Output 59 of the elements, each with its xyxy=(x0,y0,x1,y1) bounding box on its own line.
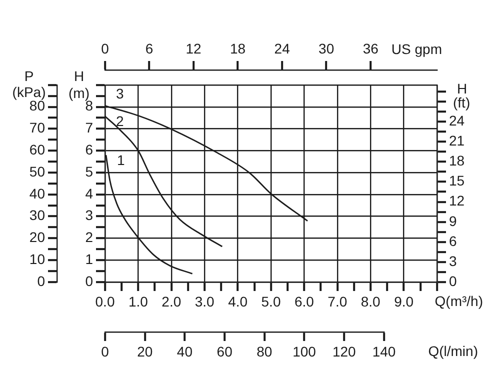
y2-tick-label: 30 xyxy=(29,207,46,224)
y-axis-title: H (m) xyxy=(68,68,90,101)
x-tick-label: 5.0 xyxy=(261,293,281,310)
x2-tick-label: 12 xyxy=(186,40,202,56)
x-tick-label: 8.0 xyxy=(360,293,381,310)
y-tick-label: 1 xyxy=(85,250,94,267)
x-tick-label: 2.0 xyxy=(162,293,182,310)
y-tick-label: 7 xyxy=(85,120,94,136)
y2-axis-title: P (kPa) xyxy=(12,68,46,100)
x-axis-title: Q(m³/h) xyxy=(434,292,483,309)
x2-tick-label: 6 xyxy=(145,40,154,56)
x2-tick-label: 36 xyxy=(362,40,379,56)
y-tick-label: 6 xyxy=(85,142,94,158)
y-tick-label: 4 xyxy=(85,185,94,202)
y3-tick-label: 6 xyxy=(449,232,457,249)
series-label: 2 xyxy=(116,113,124,130)
y3-tick-label: 9 xyxy=(449,212,457,229)
x2-tick-label: 0 xyxy=(101,40,110,56)
x-tick-label: 9.0 xyxy=(394,293,414,310)
x-tick-label: 20 xyxy=(137,343,153,360)
y-tick-label: 3 xyxy=(85,207,94,224)
x-tick-label: 140 xyxy=(372,343,396,360)
legend-label: 3 xyxy=(116,86,124,102)
x2-axis-title: US gpm xyxy=(391,40,442,57)
x-tick-label: 120 xyxy=(332,343,356,360)
y3-tick-label: 24 xyxy=(449,112,465,129)
x-tick-label: 60 xyxy=(216,343,233,360)
x-tick-label: 3.0 xyxy=(194,293,215,310)
x2-tick-label: 30 xyxy=(318,40,334,56)
x-tick-label: 100 xyxy=(292,343,316,360)
y2-tick-label: 40 xyxy=(29,185,46,202)
x-tick-label: 6.0 xyxy=(294,293,314,310)
y2-tick-label: 50 xyxy=(29,163,46,180)
x-tick-label: 80 xyxy=(256,343,272,360)
y3-tick-label: 15 xyxy=(449,172,465,189)
y3-axis-title: H (ft) xyxy=(453,80,470,111)
y2-tick-label: 20 xyxy=(29,229,46,246)
x-tick-label: 0 xyxy=(101,343,110,360)
y-tick-label: 2 xyxy=(85,229,94,246)
y3-tick-label: 21 xyxy=(449,132,465,149)
x2-tick-label: 24 xyxy=(274,40,290,56)
x-tick-label: 7.0 xyxy=(328,293,348,310)
y3-tick-label: 0 xyxy=(449,272,457,289)
y3-tick-label: 18 xyxy=(449,152,465,169)
y3-tick-label: 3 xyxy=(449,252,457,269)
x-axis-title: Q(l/min) xyxy=(428,342,478,359)
x-tick-label: 4.0 xyxy=(228,293,248,310)
x-tick-label: 40 xyxy=(176,343,193,360)
x-tick-label: 0.0 xyxy=(95,293,115,310)
series-label: 1 xyxy=(116,152,125,168)
y-tick-label: 5 xyxy=(85,163,94,180)
y2-tick-label: 10 xyxy=(29,250,46,267)
x2-tick-label: 18 xyxy=(230,40,246,56)
y2-tick-label: 0 xyxy=(37,272,46,289)
x-tick-label: 1.0 xyxy=(128,293,148,310)
y2-tick-label: 70 xyxy=(29,120,46,136)
y-tick-label: 0 xyxy=(85,272,94,289)
y3-tick-label: 12 xyxy=(449,192,465,209)
y2-tick-label: 60 xyxy=(29,142,46,158)
